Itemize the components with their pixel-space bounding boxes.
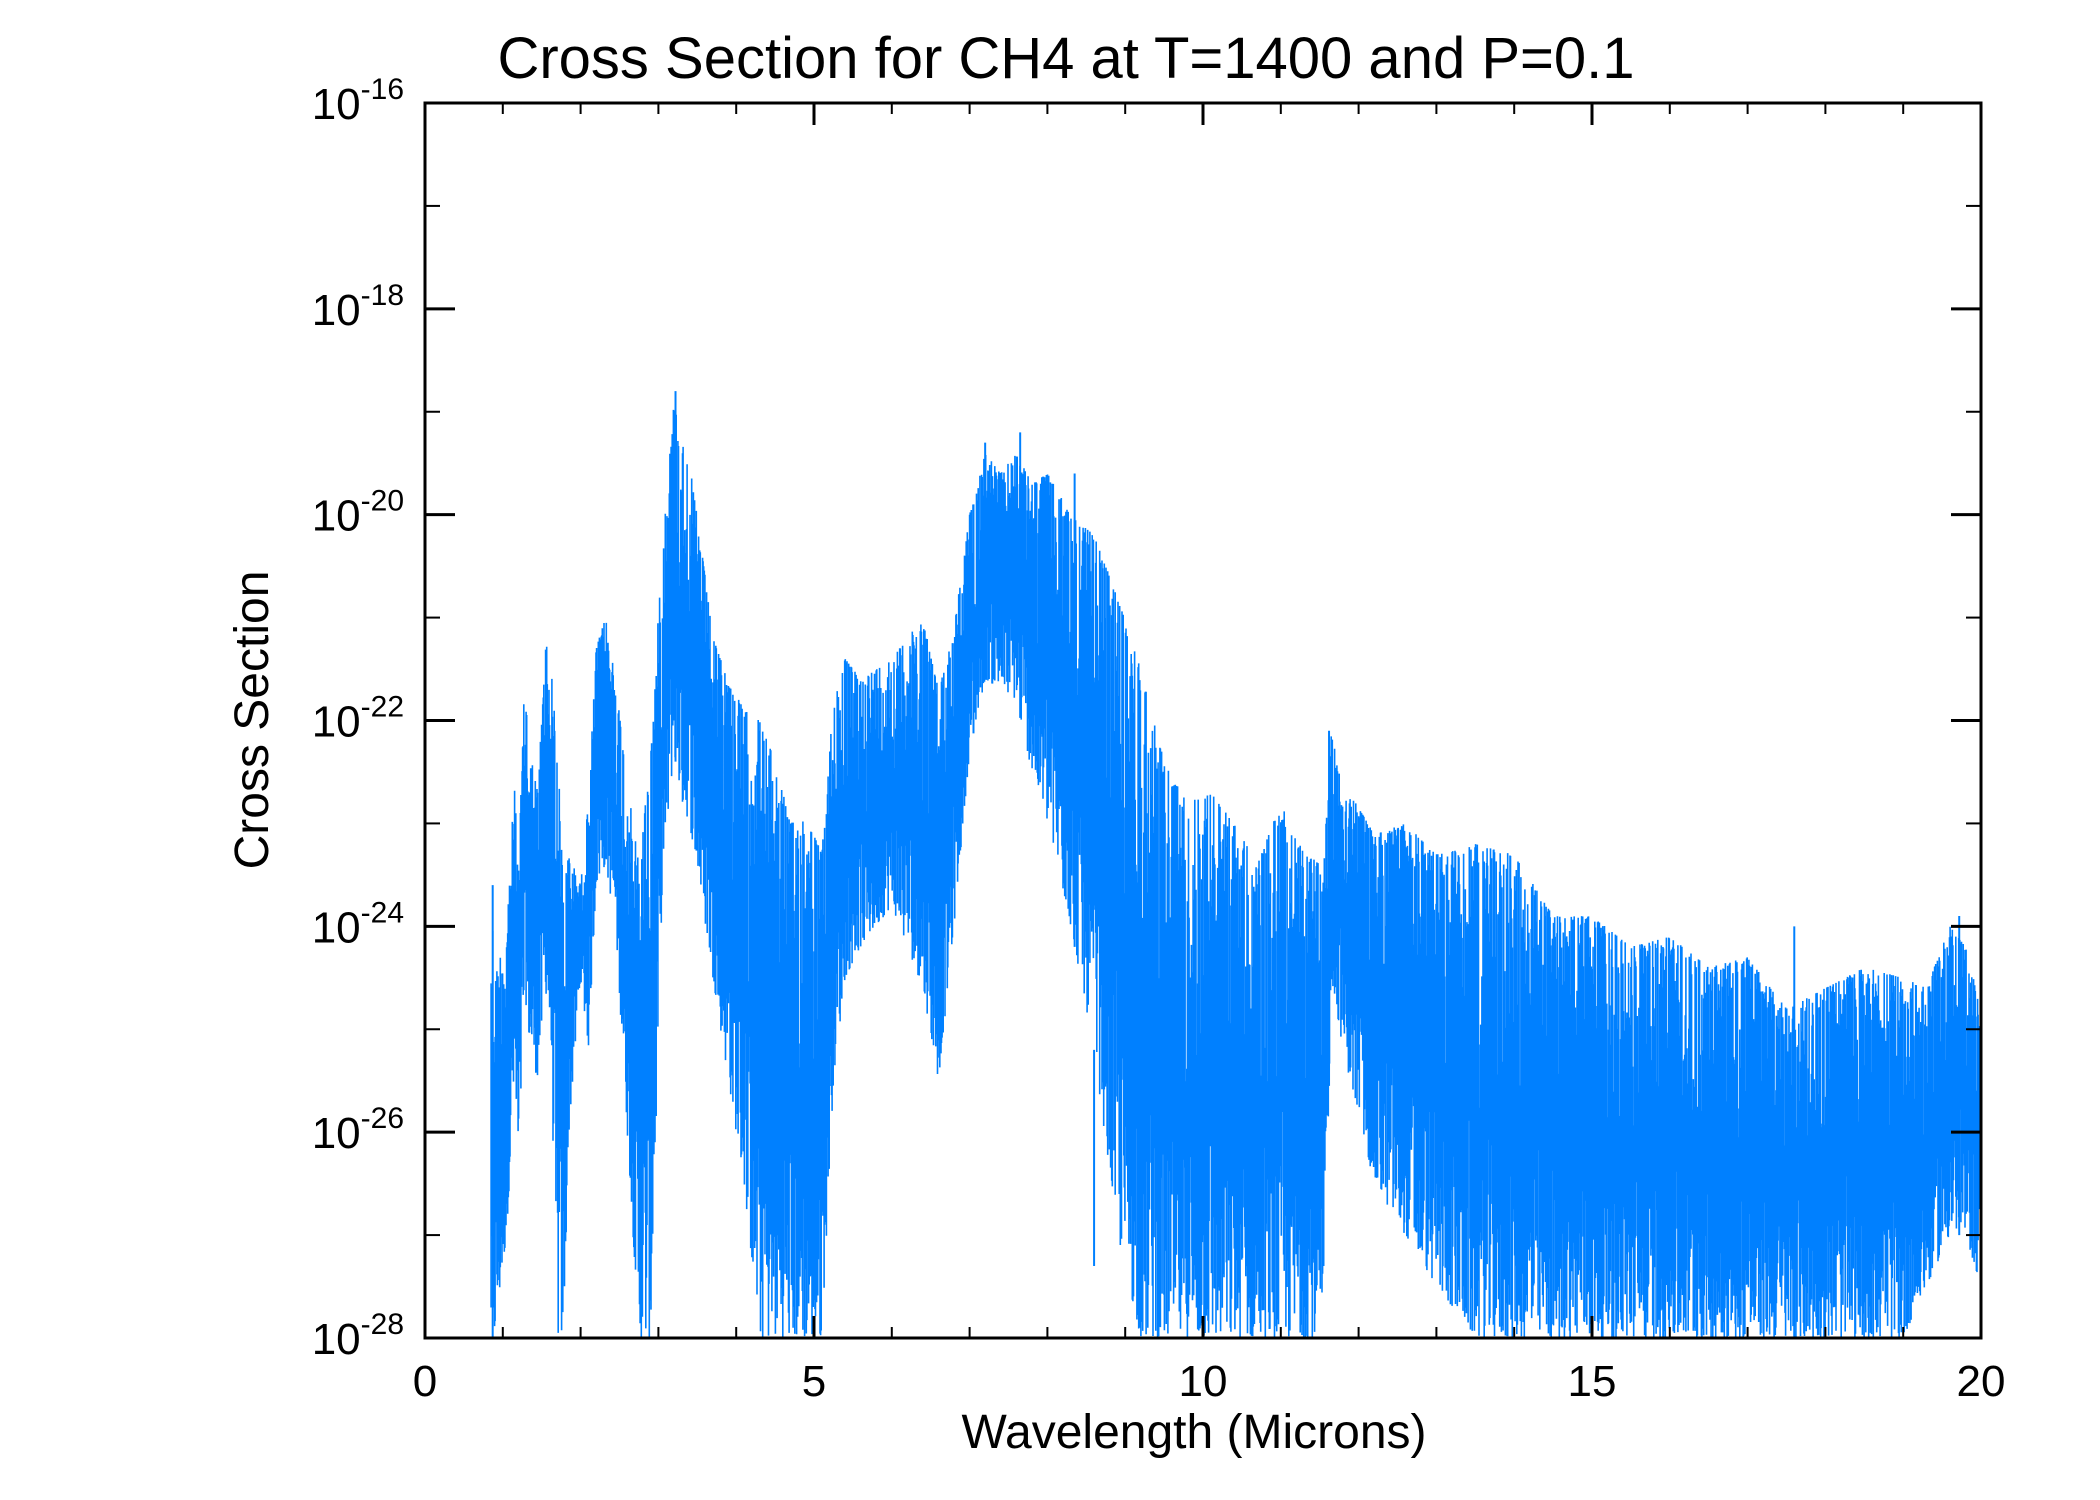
x-tick-label: 20 [1957,1357,2006,1406]
y-axis-label: Cross Section [226,571,279,870]
plot-frame [423,101,1983,1340]
x-tick-label: 5 [802,1357,826,1406]
y-tick-label: 10-28 [312,1308,404,1364]
y-tick-label: 10-16 [312,73,404,129]
y-tick-label: 10-24 [312,896,404,952]
x-axis-label: Wavelength (Microns) [961,1406,1426,1459]
y-tick-label: 10-22 [312,691,404,747]
x-tick-label: 15 [1568,1357,1617,1406]
y-tick-label: 10-26 [312,1102,404,1158]
series-layer [490,391,1982,1338]
chart-title: Cross Section for CH4 at T=1400 and P=0.… [497,26,1634,91]
x-tick-label: 0 [413,1357,437,1406]
ticks-layer: 0 5 10 15 20 10-16 10-18 10-20 10-22 10-24 10-26 10… [312,73,2006,1406]
x-tick-label: 10 [1179,1357,1228,1406]
y-tick-label: 10-18 [312,279,404,335]
y-tick-label: 10-20 [312,485,404,541]
series-0-band [490,409,1982,1338]
